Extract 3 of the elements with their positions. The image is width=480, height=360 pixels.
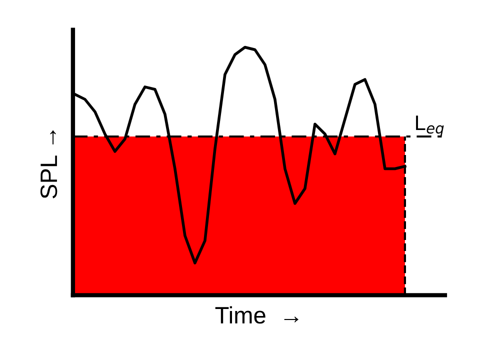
y-axis-title: SPL →	[40, 130, 58, 198]
ref-line-label: L$_{eq}$	[416, 116, 444, 136]
x-axis-title: Time →	[215, 306, 298, 324]
